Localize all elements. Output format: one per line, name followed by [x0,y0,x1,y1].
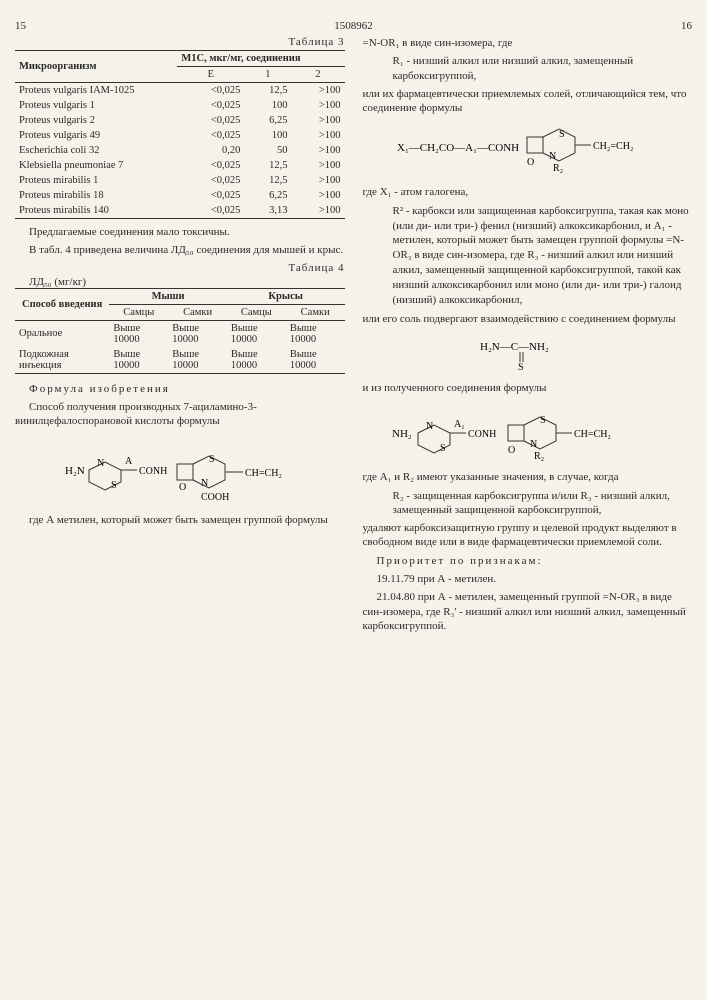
chem-structure-2: X₁—CH₂CO—A₁—CONH S O N CH₂=CH₂ R₂ [363,121,693,179]
table3: Микроорганизм М1С, мкг/мг, соединения Е … [15,50,345,219]
svg-text:CONH: CONH [139,466,167,477]
para-ld50-intro: В табл. 4 приведена величина ЛД₅₀ соедин… [15,243,345,257]
r-line5: R² - карбокси или защищенная карбоксигру… [363,204,693,308]
table-row: Proteus mirabilis 18<0,0256,25>100 [15,188,345,203]
table-row: Proteus vulgaris 49<0,025100>100 [15,128,345,143]
table4-title: Таблица 4 [15,262,345,274]
svg-text:H₂N: H₂N [65,465,85,477]
page-number-left: 15 [15,20,26,32]
svg-text:CH₂=CH₂: CH₂=CH₂ [593,141,633,152]
svg-text:S: S [440,443,446,454]
t4-col-rats: Крысы [227,288,345,304]
r-line4: где X₁ - атом галогена, [363,185,693,199]
table4-subtitle: ЛД₅₀ (мг/кг) [15,276,345,288]
r-line2: R₁ - низший алкил или низший алкил, заме… [363,54,693,83]
table4: Способ введения Мыши Крысы Самцы Самки С… [15,288,345,374]
svg-text:X₁—CH₂CO—A₁—CONH: X₁—CH₂CO—A₁—CONH [397,142,519,154]
svg-text:S: S [518,362,524,372]
table-row: Подкожная инъекцияВыше 10000Выше 10000Вы… [15,347,345,374]
r-line13: 21.04.80 при А - метилен, замещенный гру… [363,590,693,633]
svg-text:COOH: COOH [201,492,229,503]
formula-heading: Формула изобретения [15,382,345,396]
svg-text:N: N [201,478,208,489]
table-row: Klebsiella pneumoniae 7<0,02512,5>100 [15,158,345,173]
svg-text:N: N [97,458,104,469]
r-line6: или его соль подвергают взаимодействию с… [363,312,693,326]
svg-text:NH₂: NH₂ [392,428,412,440]
svg-text:CH=CH₂: CH=CH₂ [245,468,282,479]
left-column: Таблица 3 Микроорганизм М1С, мкг/мг, сое… [15,32,345,637]
t3-col-mic: М1С, мкг/мг, соединения [177,51,344,67]
svg-text:A: A [125,456,133,467]
t4-mice-female: Самки [168,304,227,320]
chem-structure-3: H₂N—C—NH₂ S [363,332,693,375]
svg-text:A₁: A₁ [454,419,465,430]
para-toxicity: Предлагаемые соединения мало токсичны. [15,225,345,239]
t3-col-org: Микроорганизм [15,51,177,83]
right-column: =N-OR₁ в виде син-изомера, где R₁ - низш… [363,32,693,637]
table3-title: Таблица 3 [15,36,345,48]
t3-sub-2: 2 [291,67,344,83]
table-row: Proteus vulgaris IAM-1025<0,02512,5>100 [15,83,345,99]
table-row: ОральноеВыше 10000Выше 10000Выше 10000Вы… [15,320,345,347]
r-line3: или их фармацевтически приемлемых солей,… [363,87,693,116]
svg-text:S: S [209,454,215,465]
chem-structure-4: NH₂ N S A₁ CONH S O N CH=CH₂ R₂ [363,401,693,464]
r-line7: и из полученного соединения формулы [363,381,693,395]
t4-col-method: Способ введения [15,288,109,320]
doc-number: 1508962 [334,20,373,32]
svg-text:CONH: CONH [468,429,496,440]
svg-text:O: O [508,445,515,456]
r-line11: Приоритет по признакам: [363,554,693,568]
page-number-right: 16 [681,20,692,32]
para-where-a: где А метилен, который может быть замеще… [15,513,345,527]
svg-text:H₂N—C—NH₂: H₂N—C—NH₂ [480,341,549,353]
t4-mice-male: Самцы [109,304,168,320]
t3-sub-1: 1 [244,67,291,83]
svg-text:S: S [111,480,117,491]
svg-text:CH=CH₂: CH=CH₂ [574,429,611,440]
chem-structure-1: H₂N N S A CONH O S N CH=CH₂ COOH [15,434,345,507]
t4-rats-female: Самки [286,304,345,320]
svg-text:N: N [549,151,556,162]
r-line10: удаляют карбоксизащитную группу и целево… [363,521,693,550]
table-row: Proteus vulgaris 1<0,025100>100 [15,98,345,113]
r-line1: =N-OR₁ в виде син-изомера, где [363,36,693,50]
r-line12: 19.11.79 при А - метилен. [363,572,693,586]
svg-text:R₂: R₂ [553,163,563,174]
svg-text:O: O [527,157,534,168]
table-row: Proteus mirabilis 1<0,02512,5>100 [15,173,345,188]
svg-text:O: O [179,482,186,493]
table-row: Proteus vulgaris 2<0,0256,25>100 [15,113,345,128]
r-line8: где A₁ и R₂ имеют указанные значения, в … [363,470,693,484]
svg-text:N: N [426,421,433,432]
t4-rats-male: Самцы [227,304,286,320]
table-row: Escherichia coli 320,2050>100 [15,143,345,158]
svg-text:S: S [540,415,546,426]
t4-col-mice: Мыши [109,288,227,304]
svg-text:R₂: R₂ [534,451,544,461]
para-method: Способ получения производных 7-ациламино… [15,400,345,429]
svg-text:N: N [530,439,537,450]
table-row: Proteus mirabilis 140<0,0253,13>100 [15,203,345,219]
svg-text:S: S [559,129,565,140]
t3-sub-e: Е [177,67,244,83]
r-line9: R₂ - защищенная карбоксигруппа и/или R₃ … [363,489,693,518]
